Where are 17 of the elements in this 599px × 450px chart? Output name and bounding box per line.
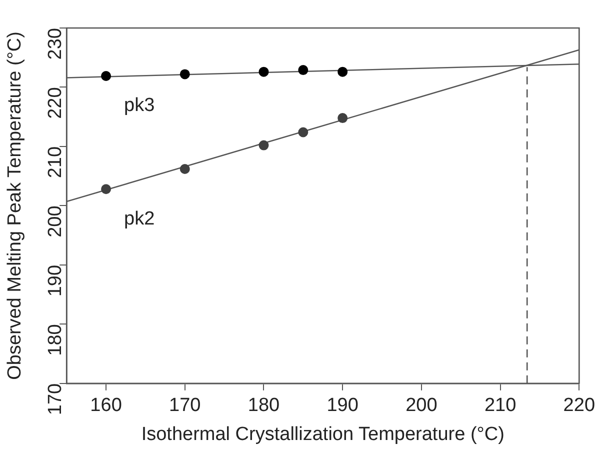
x-tick-label: 220 — [563, 395, 595, 416]
y-tick-label: 230 — [44, 28, 66, 60]
x-tick-label: 210 — [484, 395, 516, 416]
x-tick-label: 180 — [248, 395, 280, 416]
x-tick-label: 170 — [169, 395, 201, 416]
y-tick-label: 190 — [44, 264, 66, 297]
y-tick-label: 220 — [44, 87, 66, 119]
x-tick-label: 190 — [326, 395, 358, 416]
x-axis-title: Isothermal Crystallization Temperature (°C) — [141, 424, 504, 445]
series-label: pk2 — [124, 208, 155, 230]
y-axis-title: Observed Melting Peak Temperature (°C) — [4, 32, 26, 380]
series-label: pk3 — [124, 95, 155, 116]
x-tick-label: 200 — [406, 395, 438, 416]
y-tick-label: 180 — [44, 324, 66, 356]
y-tick-label: 200 — [44, 206, 66, 238]
y-tick-label: 210 — [44, 146, 66, 178]
x-tick-label: 160 — [90, 395, 122, 416]
